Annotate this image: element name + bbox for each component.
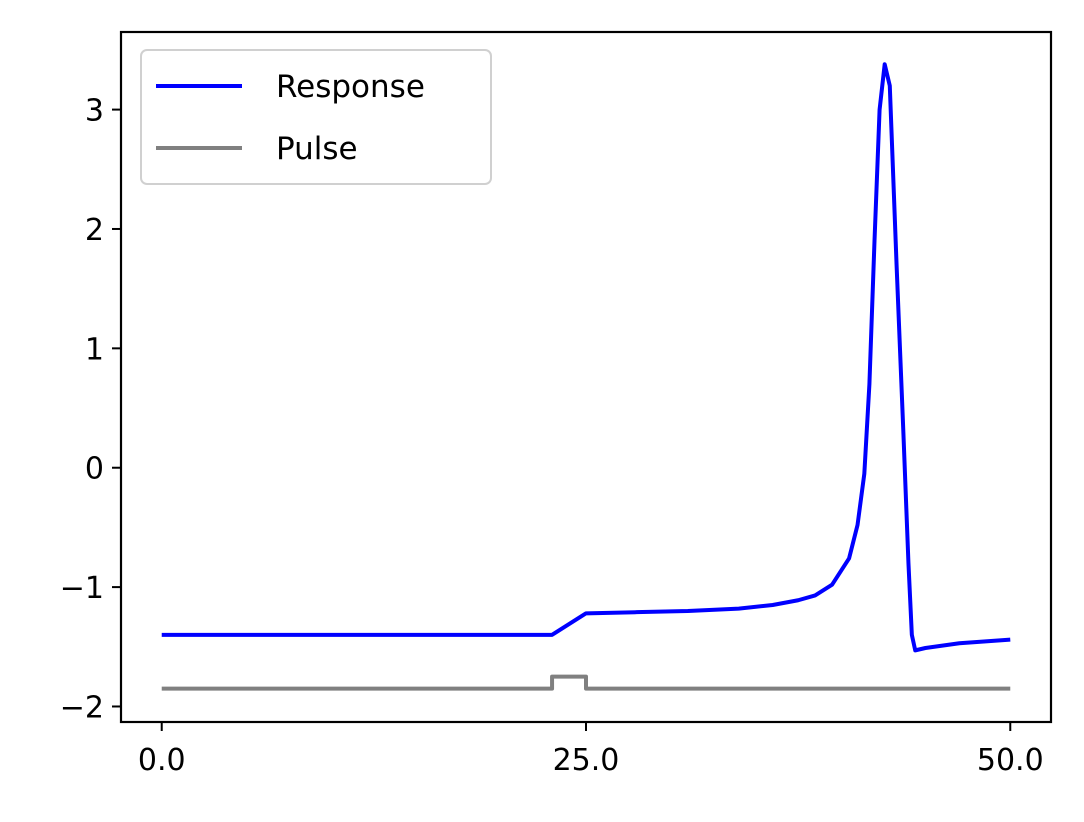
x-tick-label: 25.0 xyxy=(553,743,620,778)
series-layer xyxy=(161,62,1011,691)
y-tick-label: 2 xyxy=(85,213,104,248)
series-line-pulse xyxy=(161,674,1011,691)
axes-layer: 0.0 25.0 50.0 −2 −1 0 1 2 3 xyxy=(60,94,1044,778)
legend-label-response: Response xyxy=(276,69,425,105)
y-tick-label: 3 xyxy=(85,94,104,129)
legend-label-pulse: Pulse xyxy=(276,131,358,167)
x-tick-label: 50.0 xyxy=(977,743,1044,778)
y-tick-label: −2 xyxy=(60,690,104,725)
legend-box xyxy=(140,49,492,185)
legend: Response Pulse xyxy=(140,49,492,185)
y-tick-label: 0 xyxy=(85,452,104,487)
x-tick-label: 0.0 xyxy=(138,743,186,778)
y-tick-label: 1 xyxy=(85,332,104,367)
series-line-response xyxy=(161,62,1011,653)
y-tick-label: −1 xyxy=(60,571,104,606)
